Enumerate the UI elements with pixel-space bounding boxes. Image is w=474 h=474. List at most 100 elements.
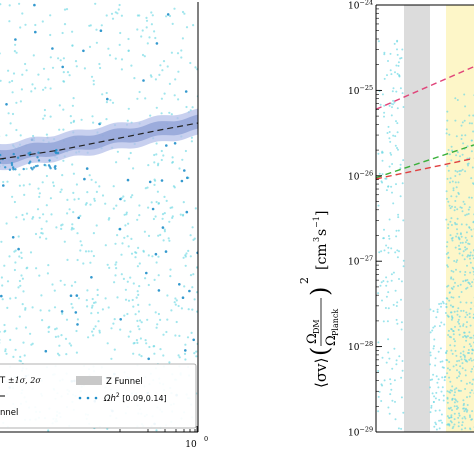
relic-point [396, 301, 399, 304]
relic-point [159, 233, 162, 236]
relic-point [85, 299, 88, 302]
relic-point [446, 285, 449, 288]
relic-point [7, 112, 10, 115]
relic-point [394, 71, 396, 74]
relic-point [180, 307, 183, 310]
relic-point [450, 269, 453, 272]
relic-point [127, 107, 130, 110]
relic-point [391, 106, 393, 109]
y-tick-label: 10−27 [348, 255, 373, 268]
relic-point [72, 97, 75, 100]
relic-point [401, 182, 404, 185]
relic-point [163, 195, 166, 198]
relic-point [22, 341, 25, 344]
relic-point [463, 119, 466, 122]
relic-point [79, 214, 82, 217]
relic-point [189, 255, 192, 258]
relic-point [462, 404, 465, 407]
relic-point [105, 118, 108, 121]
relic-point [459, 355, 462, 358]
relic-point [149, 74, 152, 77]
relic-point [147, 283, 150, 287]
relic-point [465, 407, 467, 410]
relic-point [24, 23, 27, 26]
relic-point [18, 279, 21, 283]
relic-point [435, 375, 438, 378]
relic-point [131, 194, 134, 197]
relic-point [20, 256, 23, 260]
relic-point [125, 211, 128, 214]
relic-point [37, 159, 41, 162]
relic-point [189, 61, 192, 65]
relic-point [70, 284, 73, 287]
relic-point [377, 341, 380, 344]
relic-point [22, 218, 25, 221]
relic-point [1, 284, 4, 287]
relic-point [460, 138, 463, 140]
relic-point [0, 153, 2, 157]
relic-point [127, 222, 130, 225]
relic-point [5, 134, 8, 137]
relic-point [20, 274, 23, 277]
relic-point [387, 60, 389, 62]
relic-point [469, 357, 472, 360]
relic-point [457, 181, 460, 184]
relic-point [391, 191, 393, 194]
relic-point [388, 137, 391, 140]
relic-point [463, 93, 466, 96]
relic-point [168, 82, 171, 85]
relic-point [11, 236, 15, 239]
relic-point [392, 99, 395, 102]
relic-point [449, 177, 452, 180]
relic-point [394, 400, 396, 403]
relic-point [31, 134, 35, 138]
relic-point [57, 335, 60, 338]
relic-point [441, 386, 444, 389]
relic-point [452, 365, 455, 368]
relic-point [184, 349, 187, 352]
relic-point [394, 289, 397, 292]
relic-point [455, 268, 457, 271]
relic-point [446, 390, 449, 393]
relic-point [395, 318, 398, 321]
relic-point [166, 13, 170, 16]
relic-point [446, 314, 449, 317]
relic-point [465, 410, 468, 413]
relic-point [89, 203, 92, 206]
relic-point [445, 253, 448, 255]
relic-point [456, 151, 459, 154]
relic-point [8, 4, 11, 7]
relic-point [455, 261, 458, 263]
relic-point [466, 396, 468, 399]
relic-point [449, 380, 452, 383]
relic-point [11, 195, 14, 198]
relic-point [394, 135, 397, 138]
relic-point [453, 405, 456, 408]
relic-point [63, 23, 67, 26]
relic-point [144, 97, 147, 100]
relic-point [22, 290, 25, 293]
relic-point [401, 360, 404, 362]
relic-point [449, 304, 452, 307]
relic-point [388, 165, 391, 168]
relic-point [91, 304, 94, 307]
relic-point [385, 276, 388, 279]
relic-point [453, 344, 456, 347]
relic-point [80, 244, 83, 247]
relic-point [387, 307, 390, 310]
relic-point [53, 289, 56, 292]
relic-point [395, 305, 398, 307]
relic-point [190, 136, 193, 139]
relic-point [385, 189, 388, 192]
relic-point [465, 382, 468, 385]
relic-point [182, 201, 185, 204]
limit-line [376, 65, 474, 110]
relic-point [19, 284, 22, 287]
relic-point [169, 268, 172, 271]
relic-point [76, 232, 79, 235]
relic-point [155, 42, 159, 45]
relic-point [390, 247, 393, 250]
relic-point [127, 157, 131, 160]
relic-point [446, 397, 449, 400]
relic-point [138, 353, 141, 356]
